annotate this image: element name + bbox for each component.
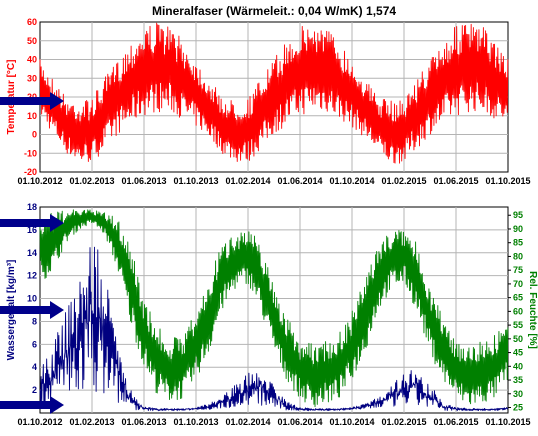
x-tick-label: 01.10.2015 (485, 176, 530, 186)
humidity-axis-ticks: 25 30 35 40 45 50 55 60 65 70 75 80 85 90 95 (508, 210, 523, 413)
y2-tick-label: 50 (513, 334, 523, 344)
y-tick-label: 40 (27, 55, 37, 65)
x-tick-label: 01.02.2013 (69, 176, 114, 186)
arrow-water-content (0, 301, 64, 319)
temperature-series (39, 22, 509, 164)
x-tick-label: 01.02.2015 (381, 417, 426, 427)
y-tick-label: 30 (27, 73, 37, 83)
y2-tick-label: 55 (513, 320, 523, 330)
temperature-x-tick-labels: 01.10.2012 01.02.2013 01.06.2013 01.10.2013… (17, 176, 530, 186)
y-tick-label: 4 (32, 362, 37, 372)
y2-tick-label: 45 (513, 348, 523, 358)
y2-tick-label: 75 (513, 265, 523, 275)
y2-tick-label: 25 (513, 403, 523, 413)
x-tick-label: 01.10.2012 (17, 176, 62, 186)
pointer-arrows (0, 92, 64, 414)
y-tick-label: -10 (24, 148, 37, 158)
chart-title: Mineralfaser (Wärmeleit.: 0,04 W/mK) 1,5… (152, 4, 396, 18)
temperature-line (39, 22, 509, 164)
y-tick-label: 10 (27, 111, 37, 121)
y2-tick-label: 65 (513, 293, 523, 303)
humidity-line (39, 209, 509, 408)
x-tick-label: 01.02.2015 (381, 176, 426, 186)
humidity-axis-label: Rel. Feuchte [%] (527, 271, 538, 349)
arrow-temperature (0, 92, 64, 110)
y-tick-label: 6 (32, 339, 37, 349)
x-tick-label: 01.06.2013 (121, 417, 166, 427)
x-tick-label: 01.06.2015 (433, 417, 478, 427)
y-tick-label: 50 (27, 36, 37, 46)
x-tick-label: 01.02.2014 (225, 417, 270, 427)
y2-tick-label: 80 (513, 251, 523, 261)
y2-tick-label: 95 (513, 210, 523, 220)
y-tick-label: 10 (27, 294, 37, 304)
y-tick-label: 60 (27, 17, 37, 27)
arrow-water-content-low (0, 396, 64, 414)
y2-tick-label: 60 (513, 306, 523, 316)
x-tick-label: 01.02.2013 (69, 417, 114, 427)
arrow-humidity (0, 214, 64, 232)
y2-tick-label: 90 (513, 224, 523, 234)
y-tick-label: 16 (27, 225, 37, 235)
x-tick-label: 01.10.2012 (17, 417, 62, 427)
x-tick-label: 01.06.2014 (277, 417, 322, 427)
water-humidity-x-tick-labels: 01.10.2012 01.02.2013 01.06.2013 01.10.2013… (17, 417, 530, 427)
humidity-series (39, 209, 509, 408)
y2-tick-label: 35 (513, 375, 523, 385)
water-content-line (39, 246, 509, 412)
y2-tick-label: 85 (513, 238, 523, 248)
y-tick-label: 8 (32, 316, 37, 326)
y-tick-label: 12 (27, 271, 37, 281)
y-tick-label: 18 (27, 202, 37, 212)
x-tick-label: 01.06.2014 (277, 176, 322, 186)
x-tick-label: 01.06.2013 (121, 176, 166, 186)
x-tick-label: 01.10.2015 (485, 417, 530, 427)
x-tick-label: 01.10.2014 (329, 176, 374, 186)
x-tick-label: 01.10.2013 (173, 176, 218, 186)
x-tick-label: 01.10.2013 (173, 417, 218, 427)
y2-tick-label: 40 (513, 361, 523, 371)
y2-tick-label: 70 (513, 279, 523, 289)
y2-tick-label: 30 (513, 389, 523, 399)
y-tick-label: 0 (32, 130, 37, 140)
x-tick-label: 01.10.2014 (329, 417, 374, 427)
water-content-series (39, 246, 509, 412)
x-tick-label: 01.02.2014 (225, 176, 270, 186)
y-tick-label: 2 (32, 385, 37, 395)
y-tick-label: 14 (27, 248, 37, 258)
x-tick-label: 01.06.2015 (433, 176, 478, 186)
water-content-axis-ticks: 2 4 6 8 10 12 14 16 18 (27, 202, 37, 395)
y-tick-label: -20 (24, 167, 37, 177)
